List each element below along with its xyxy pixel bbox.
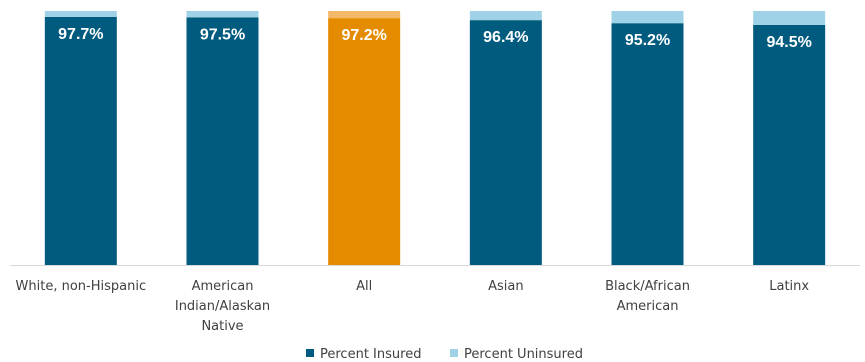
bar-insured-1	[186, 17, 259, 265]
bar-uninsured-0	[44, 11, 117, 17]
bar-uninsured-4	[611, 11, 684, 24]
legend-label-insured: Percent Insured	[320, 347, 421, 362]
category-label-4: Black/African American	[605, 279, 690, 314]
bar-uninsured-5	[753, 11, 826, 25]
category-label-line: American	[617, 299, 679, 314]
category-label-2: All	[356, 279, 372, 294]
bar-insured-4	[611, 23, 684, 265]
bar-insured-5	[753, 24, 826, 265]
bar-uninsured-1	[186, 11, 259, 18]
legend: Percent Insured Percent Uninsured	[306, 347, 583, 362]
category-label-1: American Indian/Alaskan Native	[175, 279, 270, 334]
data-label-4: 95.2%	[625, 32, 670, 49]
data-label-2: 97.2%	[341, 27, 386, 44]
data-label-1: 97.5%	[200, 26, 245, 43]
data-label-0: 97.7%	[58, 26, 103, 43]
legend-swatch-insured	[306, 349, 314, 357]
category-label-line: White, non-Hispanic	[16, 279, 147, 294]
bar-insured-3	[469, 20, 542, 266]
bar-uninsured-3	[469, 11, 542, 21]
category-label-line: Asian	[488, 279, 523, 294]
category-label-0: White, non-Hispanic	[16, 279, 147, 294]
bar-insured-0	[44, 16, 117, 266]
data-label-5: 94.5%	[766, 34, 811, 51]
category-label-line: American	[192, 279, 254, 294]
category-label-line: Latinx	[769, 279, 809, 294]
legend-swatch-uninsured	[450, 349, 458, 357]
category-label-line: Indian/Alaskan	[175, 299, 270, 314]
bar-insured-2	[328, 18, 401, 265]
category-label-line: Black/African	[605, 279, 690, 294]
category-label-5: Latinx	[769, 279, 809, 294]
data-labels-group: 97.7% 97.5% 97.2% 96.4% 95.2% 94.5%	[58, 26, 812, 51]
bars-group	[44, 11, 826, 266]
bar-uninsured-2	[328, 11, 401, 19]
legend-label-uninsured: Percent Uninsured	[464, 347, 583, 362]
category-label-line: All	[356, 279, 372, 294]
data-label-3: 96.4%	[483, 29, 528, 46]
category-label-3: Asian	[488, 279, 523, 294]
category-labels-group: White, non-Hispanic American Indian/Alaska…	[16, 279, 810, 334]
category-label-line: Native	[201, 319, 243, 334]
